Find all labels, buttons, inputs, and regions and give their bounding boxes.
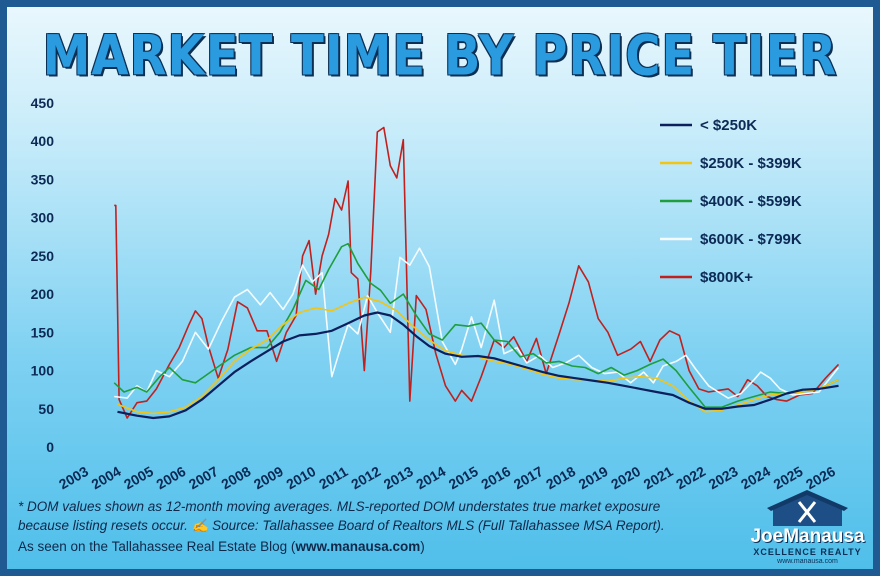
legend-label: $250K - $399K [700, 155, 802, 172]
x-tick-label: 2012 [348, 463, 383, 493]
x-tick-label: 2005 [121, 463, 156, 493]
hand-icon: ✍ [191, 518, 209, 533]
logo-subtitle: XCELLENCE REALTY [753, 547, 862, 557]
legend: < $250K $250K - $399K $400K - $599K $600K -… [660, 117, 802, 286]
credit-prefix: As seen on the Tallahassee Real Estate B… [18, 539, 296, 554]
blog-link[interactable]: www.manausa.com [295, 539, 421, 554]
legend-label: $400K - $599K [700, 193, 802, 210]
y-tick-label: 100 [31, 363, 55, 379]
footnote-source: Source: Tallahassee Board of Realtors ML… [208, 518, 665, 533]
x-tick-label: 2006 [153, 463, 188, 493]
y-tick-label: 250 [31, 248, 55, 264]
x-tick-label: 2010 [283, 463, 318, 493]
x-tick-label: 2022 [673, 463, 708, 493]
x-tick-label: 2003 [56, 463, 91, 493]
x-tick-label: 2017 [511, 463, 546, 493]
legend-label: < $250K [700, 117, 757, 134]
y-tick-label: 200 [31, 286, 55, 302]
y-axis: 0 50 100 150 200 250 300 350 400 450 [31, 95, 55, 455]
x-tick-label: 2009 [251, 463, 286, 493]
x-tick-label: 2014 [413, 463, 448, 493]
x-tick-label: 2008 [218, 463, 253, 493]
series-line-3 [114, 247, 840, 399]
y-tick-label: 350 [31, 171, 55, 187]
y-tick-label: 150 [31, 324, 55, 340]
logo-url: www.manausa.com [777, 558, 838, 565]
y-tick-label: 0 [46, 439, 54, 455]
y-tick-label: 450 [31, 95, 55, 111]
y-tick-label: 300 [31, 210, 55, 226]
x-tick-label: 2026 [803, 463, 838, 493]
series-line-2 [113, 242, 839, 408]
x-tick-label: 2004 [88, 463, 123, 493]
x-tick-label: 2013 [381, 463, 416, 493]
x-tick-label: 2020 [608, 463, 643, 493]
chart-title: MARKET TIME BY PRICE TIER [42, 23, 838, 89]
x-tick-label: 2018 [543, 463, 578, 493]
house-icon [767, 490, 848, 526]
x-tick-label: 2023 [706, 463, 741, 493]
x-tick-label: 2016 [478, 463, 513, 493]
x-tick-label: 2021 [641, 463, 676, 493]
x-tick-label: 2025 [771, 463, 806, 493]
x-tick-label: 2024 [738, 463, 773, 493]
footnote-line-2: because listing resets occur. ✍ Source: … [18, 516, 708, 535]
y-tick-label: 50 [38, 401, 54, 417]
x-tick-label: 2019 [576, 463, 611, 493]
footnote: * DOM values shown as 12-month moving av… [18, 497, 708, 535]
footnote-line-2-text: because listing resets occur. [18, 518, 192, 533]
logo-name: JoeManausa [750, 526, 865, 547]
brand-logo: JoeManausa XCELLENCE REALTY www.manausa.… [745, 490, 870, 568]
x-tick-label: 2015 [446, 463, 481, 493]
y-tick-label: 400 [31, 133, 55, 149]
series-line-0 [117, 311, 839, 420]
legend-label: $800K+ [700, 269, 753, 286]
x-tick-label: 2007 [186, 463, 221, 493]
x-axis: 2003200420052006200720082009201020112012… [56, 463, 838, 493]
credit-line: As seen on the Tallahassee Real Estate B… [18, 539, 425, 554]
legend-label: $600K - $799K [700, 231, 802, 248]
footnote-line-1: * DOM values shown as 12-month moving av… [18, 499, 661, 514]
series-lines [113, 126, 840, 420]
credit-suffix: ) [420, 539, 425, 554]
x-tick-label: 2011 [316, 463, 350, 492]
